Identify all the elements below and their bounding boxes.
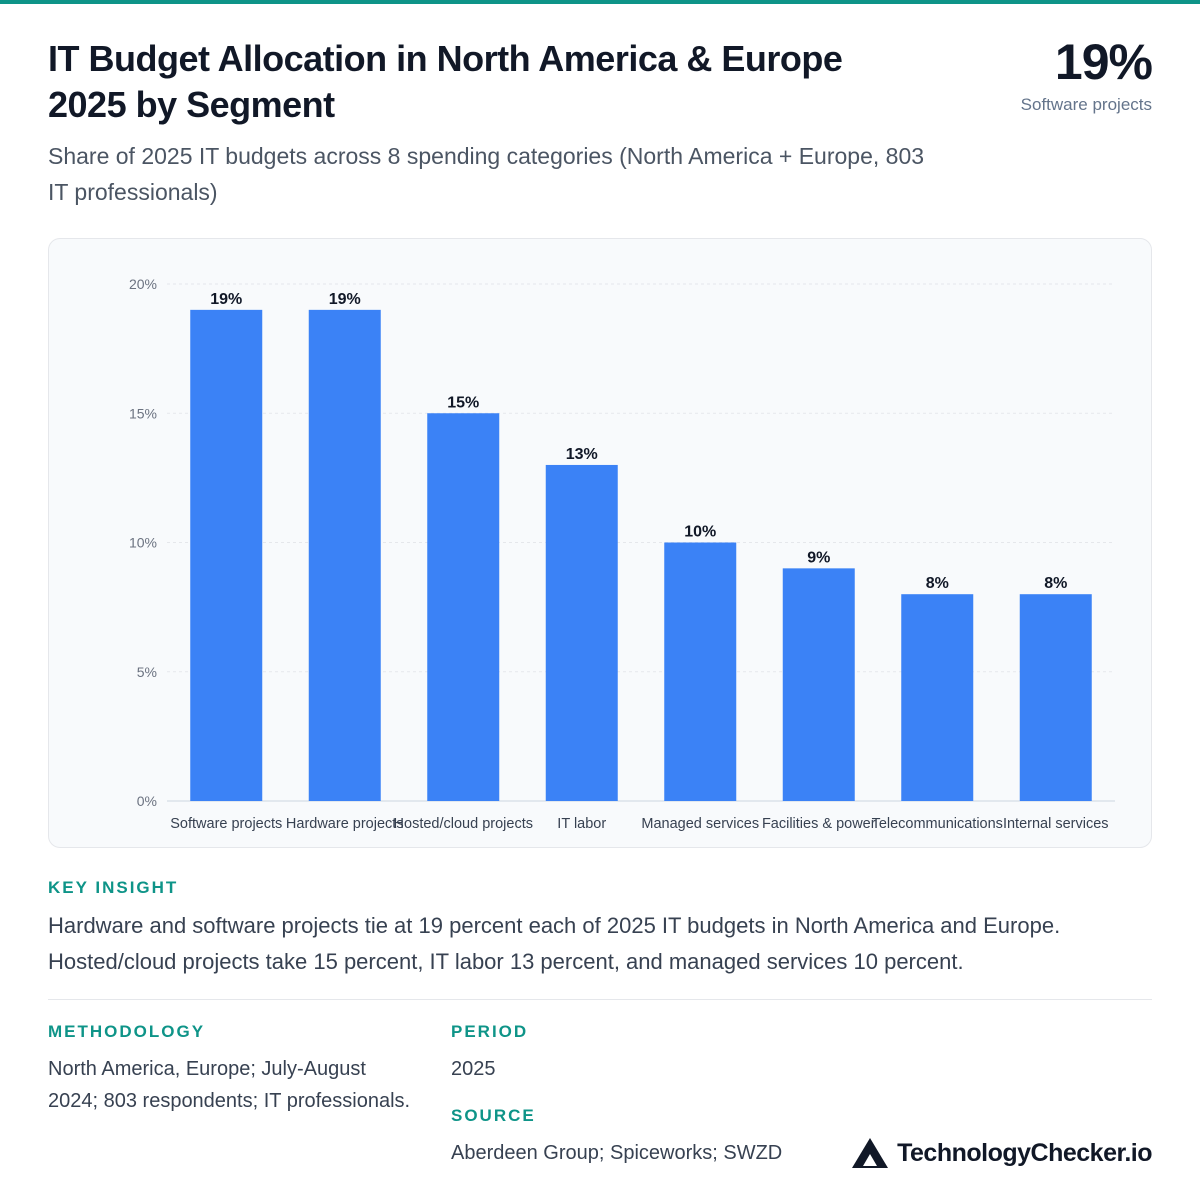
x-tick-label: Internal services — [1003, 816, 1109, 832]
bar — [427, 413, 500, 801]
chart-card: 0% 5% 10% 15% 20% 19% Software projects 19% Hard… — [48, 238, 1152, 848]
x-tick-label: Software projects — [170, 816, 282, 832]
bar — [545, 464, 618, 801]
y-tick-label: 20% — [129, 276, 157, 292]
x-tick-label: Telecommunications — [872, 816, 1003, 832]
brand-name: TechnologyChecker.io — [897, 1138, 1152, 1167]
bar-data-label: 10% — [684, 524, 716, 541]
bar-data-label: 13% — [566, 446, 598, 463]
bar — [664, 542, 737, 801]
x-tick-label: Managed services — [641, 816, 759, 832]
y-tick-label: 10% — [129, 535, 157, 551]
source-label: SOURCE — [451, 1106, 536, 1125]
methodology-label: METHODOLOGY — [48, 1022, 206, 1041]
bar — [1019, 594, 1092, 801]
x-tick-label: Hardware projects — [286, 816, 404, 832]
bar-data-label: 8% — [926, 575, 949, 592]
bar-data-label: 9% — [807, 549, 830, 566]
insight-text: Hardware and software projects tie at 19… — [48, 913, 1061, 974]
bar-chart: 0% 5% 10% 15% 20% 19% Software projects 19% Hard… — [129, 276, 1115, 832]
insight-label: KEY INSIGHT — [48, 878, 179, 897]
source-text: Aberdeen Group; Spiceworks; SWZD — [451, 1142, 783, 1164]
x-tick-label: Hosted/cloud projects — [394, 816, 533, 832]
bar — [901, 594, 974, 801]
y-tick-label: 5% — [137, 664, 157, 680]
kpi-label: Software projects — [1020, 95, 1152, 114]
top-accent-bar — [0, 0, 1200, 4]
period-label: PERIOD — [451, 1022, 529, 1041]
x-tick-label: IT labor — [557, 816, 606, 832]
divider — [48, 999, 1152, 1000]
y-tick-label: 15% — [129, 405, 157, 421]
page-title: IT Budget Allocation in North America & … — [48, 38, 843, 125]
brand[interactable]: TechnologyChecker.io — [851, 1136, 1152, 1170]
bar — [782, 568, 855, 801]
x-tick-label: Facilities & power — [762, 816, 876, 832]
y-tick-label: 0% — [137, 793, 157, 809]
bar-data-label: 8% — [1044, 575, 1067, 592]
bar-data-label: 19% — [210, 291, 242, 308]
period-text: 2025 — [451, 1058, 496, 1080]
triangle-logo-icon — [852, 1138, 889, 1168]
kpi-value: 19% — [1054, 34, 1153, 90]
bar-data-label: 15% — [447, 394, 479, 411]
page-subtitle: Share of 2025 IT budgets across 8 spendi… — [48, 143, 925, 205]
methodology-text: North America, Europe; July-August 2024;… — [48, 1058, 411, 1112]
bar — [190, 309, 263, 801]
bar-data-label: 19% — [329, 291, 361, 308]
bar — [308, 309, 381, 801]
